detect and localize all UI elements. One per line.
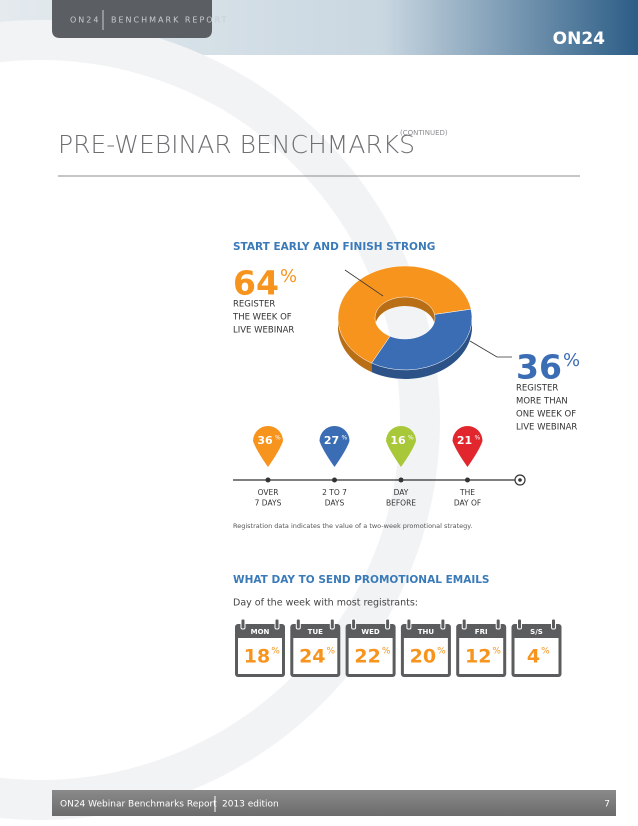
timeline-label: DAY [394,488,409,497]
calendar-day: FRI [475,628,488,636]
timeline-value: 27 [324,434,339,447]
calendar-ring [461,618,467,630]
footer-edition: 2013 edition [222,800,279,810]
calendar-page [238,638,282,674]
timeline-pin [452,426,483,467]
header-section: BENCHMARK REPORT [111,16,228,25]
footer-page: 7 [604,800,610,810]
calendar-ring [440,618,446,630]
calendar-page [403,638,448,674]
timeline-label: OVER [258,488,279,497]
page-title: PRE-WEBINAR BENCHMARKS [58,130,415,159]
calendar-value: 20 [410,646,436,668]
timeline-value: 36 [257,434,273,447]
calendar-value: 12 [465,646,491,668]
timeline-end-dot [518,478,522,482]
slice-label: REGISTER [516,384,558,394]
calendar-value: 4 [527,646,540,668]
timeline-dot [465,477,470,483]
background-swirl [0,20,440,820]
calendar-ring [329,618,335,630]
section-title: WHAT DAY TO SEND PROMOTIONAL EMAILS [233,574,489,586]
calendar-unit: % [437,647,446,657]
calendar-ring [295,618,301,630]
header-brand: ON24 [70,16,100,25]
footer-report: ON24 Webinar Benchmarks Report [60,800,217,810]
calendar-unit: % [382,647,391,657]
calendar-unit: % [327,647,336,657]
header-tab [52,0,212,38]
timeline-label: 7 DAYS [255,499,282,508]
section-subtitle: Day of the week with most registrants: [233,598,418,609]
timeline-pin [319,426,350,467]
footer-band [52,790,616,816]
timeline-label: DAY OF [454,499,481,508]
calendar-day: WED [361,628,380,636]
calendar-ring [517,618,522,630]
slice-label: LIVE WEBINAR [516,423,577,433]
timeline-unit: % [342,435,348,442]
calendar-ring [495,618,501,630]
timeline-label: BEFORE [386,499,416,508]
calendar-unit: % [271,647,280,657]
calendar-page [459,638,504,674]
footnote: Registration data indicates the value of… [233,522,472,530]
timeline-unit: % [275,435,281,442]
timeline-value: 21 [457,434,472,447]
calendar-value: 18 [244,646,270,668]
calendar-unit: % [541,647,550,657]
calendar-ring [551,618,556,630]
calendar-ring [274,618,280,630]
percent-unit: % [563,350,580,371]
slice-label: MORE THAN [516,397,568,407]
percent-unit: % [280,266,297,287]
leader-line [469,340,512,358]
percent-value: 64 [233,264,279,303]
calendar-day: TUE [308,628,323,636]
slice-label: THE WEEK OF [232,313,292,323]
calendar-value: 22 [354,646,380,668]
slice-label: LIVE WEBINAR [233,326,294,336]
page-title-note: (CONTINUED) [400,129,448,137]
logo: ON24 [553,29,606,49]
timeline-pin [253,426,283,467]
calendar-day: MON [251,628,270,636]
timeline-unit: % [475,435,481,442]
calendar-page [514,638,559,674]
percent-value: 36 [516,348,562,387]
timeline-unit: % [408,435,414,442]
calendar-ring [240,618,246,630]
calendar-value: 24 [299,646,325,668]
calendar-page [293,638,338,674]
section-title: START EARLY AND FINISH STRONG [233,241,435,253]
timeline-label: 2 TO 7 [322,488,347,497]
calendar-page [348,638,393,674]
calendar-unit: % [492,647,501,657]
timeline-label: THE [459,488,475,497]
calendar-day: THU [418,628,435,636]
donut-slice [371,308,473,371]
calendar-ring [351,618,357,630]
timeline-pin [386,426,416,467]
calendar-ring [406,618,412,630]
slice-label: REGISTER [233,300,275,310]
calendar-ring [385,618,391,630]
timeline-label: DAYS [325,499,345,508]
timeline-dot [398,477,404,483]
leader-line [344,269,384,297]
calendar-day: S/S [530,628,543,636]
timeline-value: 16 [390,434,406,447]
timeline-dot [265,477,271,483]
slice-label: ONE WEEK OF [516,410,576,420]
timeline-dot [332,477,337,483]
